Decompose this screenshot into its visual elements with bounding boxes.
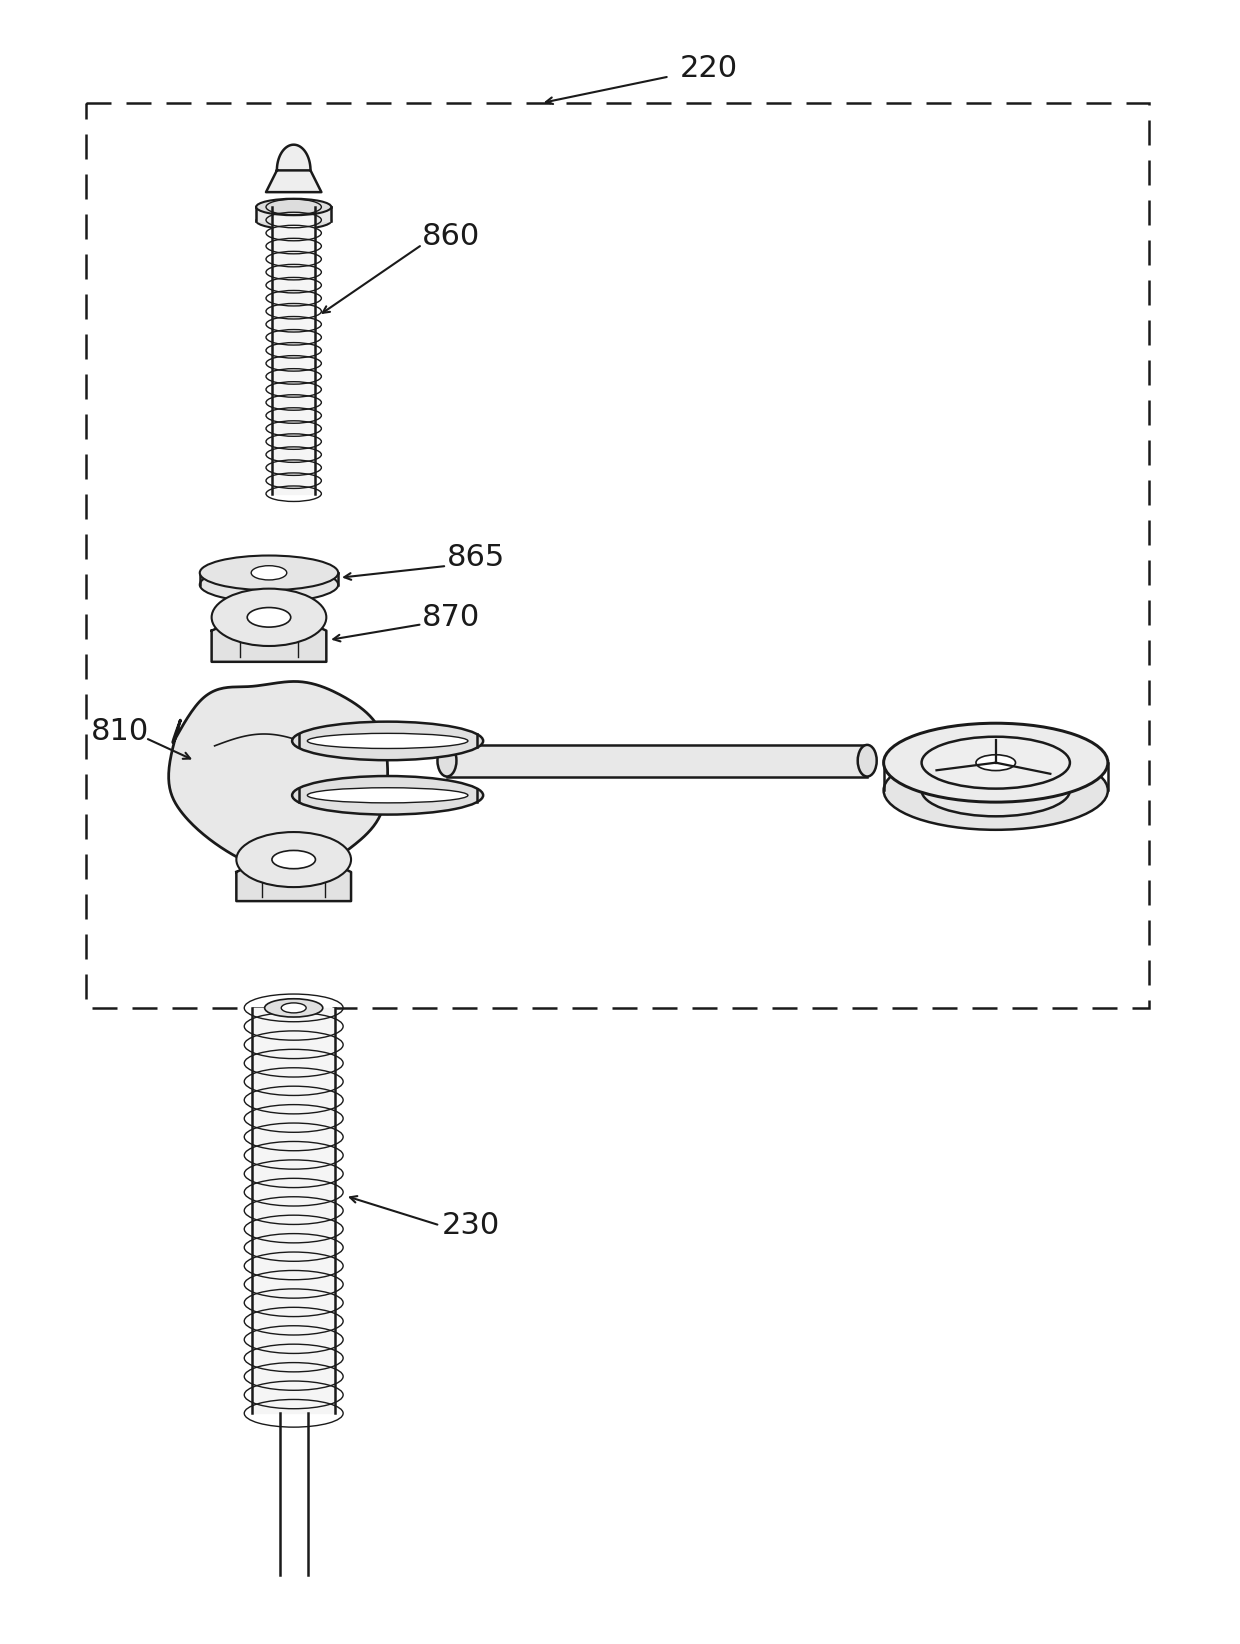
Ellipse shape [921, 764, 1070, 817]
Ellipse shape [293, 776, 484, 814]
Ellipse shape [252, 566, 286, 580]
Ellipse shape [293, 722, 484, 760]
Ellipse shape [858, 745, 877, 776]
Polygon shape [200, 572, 339, 585]
Ellipse shape [237, 832, 351, 888]
Polygon shape [446, 745, 867, 776]
Bar [86, 104, 1149, 1008]
Ellipse shape [281, 1003, 306, 1013]
Text: 230: 230 [441, 1212, 500, 1240]
Ellipse shape [884, 723, 1107, 802]
Ellipse shape [200, 556, 339, 590]
Polygon shape [257, 207, 331, 220]
Ellipse shape [247, 608, 290, 626]
Ellipse shape [921, 737, 1070, 789]
Polygon shape [169, 682, 388, 873]
Ellipse shape [272, 850, 315, 868]
Text: 865: 865 [446, 544, 505, 572]
Ellipse shape [308, 787, 467, 802]
Text: 860: 860 [423, 222, 480, 252]
Ellipse shape [884, 751, 1107, 830]
Ellipse shape [438, 745, 456, 776]
Text: 220: 220 [680, 54, 738, 84]
Polygon shape [267, 171, 321, 192]
Text: 810: 810 [91, 717, 149, 745]
Polygon shape [272, 207, 315, 493]
Ellipse shape [212, 589, 326, 646]
Polygon shape [277, 145, 310, 171]
Ellipse shape [976, 755, 1016, 771]
Ellipse shape [257, 212, 331, 229]
Ellipse shape [200, 567, 339, 602]
Ellipse shape [264, 1000, 322, 1018]
Ellipse shape [257, 199, 331, 215]
Ellipse shape [308, 733, 467, 748]
Polygon shape [212, 616, 326, 663]
Polygon shape [237, 860, 351, 901]
Text: 870: 870 [423, 603, 480, 631]
Polygon shape [252, 1008, 335, 1414]
